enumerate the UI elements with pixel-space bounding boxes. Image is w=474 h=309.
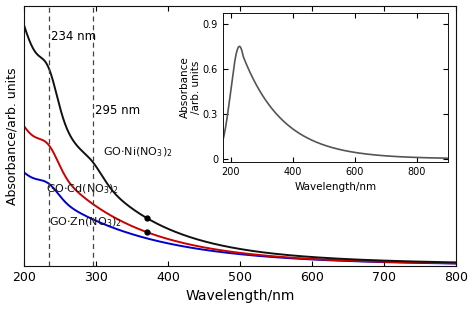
Text: GO$\cdot$Cd(NO$_3$)$_2$: GO$\cdot$Cd(NO$_3$)$_2$ xyxy=(46,182,119,196)
Text: GO$\cdot$Ni(NO$_3$)$_2$: GO$\cdot$Ni(NO$_3$)$_2$ xyxy=(103,145,173,159)
Y-axis label: Absorbance/arb. units: Absorbance/arb. units xyxy=(6,67,18,205)
Text: GO$\cdot$Zn(NO$_3$)$_2$: GO$\cdot$Zn(NO$_3$)$_2$ xyxy=(49,216,122,229)
Text: 234 nm: 234 nm xyxy=(51,30,96,43)
X-axis label: Wavelength/nm: Wavelength/nm xyxy=(186,290,295,303)
Text: 295 nm: 295 nm xyxy=(95,104,140,117)
